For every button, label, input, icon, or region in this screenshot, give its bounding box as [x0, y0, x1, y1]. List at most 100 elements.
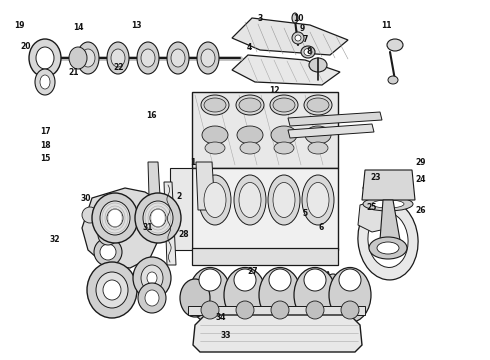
Ellipse shape	[92, 193, 138, 243]
Ellipse shape	[204, 98, 226, 112]
Text: 15: 15	[40, 154, 50, 163]
Ellipse shape	[309, 58, 327, 72]
Polygon shape	[192, 92, 338, 168]
Ellipse shape	[239, 98, 261, 112]
Ellipse shape	[143, 201, 173, 235]
Ellipse shape	[372, 184, 404, 192]
Ellipse shape	[329, 267, 371, 323]
Ellipse shape	[147, 272, 157, 284]
Ellipse shape	[273, 183, 295, 217]
Ellipse shape	[145, 290, 159, 306]
Polygon shape	[196, 162, 215, 210]
Ellipse shape	[377, 242, 399, 254]
Ellipse shape	[81, 49, 95, 67]
Text: 18: 18	[40, 141, 51, 150]
Ellipse shape	[268, 175, 300, 225]
Ellipse shape	[304, 95, 332, 115]
Text: 3: 3	[257, 14, 262, 23]
Circle shape	[100, 244, 116, 260]
Polygon shape	[148, 162, 162, 230]
Ellipse shape	[234, 269, 256, 291]
Ellipse shape	[239, 183, 261, 217]
Ellipse shape	[311, 274, 321, 282]
Ellipse shape	[237, 126, 263, 144]
Ellipse shape	[363, 181, 413, 195]
Ellipse shape	[138, 283, 166, 313]
Ellipse shape	[328, 274, 338, 282]
Polygon shape	[319, 310, 347, 330]
Polygon shape	[170, 168, 192, 250]
Ellipse shape	[141, 265, 163, 291]
Polygon shape	[164, 182, 176, 265]
Text: 8: 8	[306, 47, 312, 56]
Text: 24: 24	[416, 175, 426, 184]
Text: 26: 26	[416, 206, 426, 215]
Ellipse shape	[201, 301, 219, 319]
Ellipse shape	[202, 126, 228, 144]
Ellipse shape	[189, 267, 231, 323]
Text: 17: 17	[40, 127, 51, 136]
Ellipse shape	[236, 95, 264, 115]
Polygon shape	[380, 200, 400, 240]
Ellipse shape	[306, 301, 324, 319]
Ellipse shape	[369, 237, 407, 259]
Ellipse shape	[103, 280, 121, 300]
Ellipse shape	[271, 126, 297, 144]
Ellipse shape	[372, 192, 404, 200]
Text: 27: 27	[247, 267, 258, 276]
Polygon shape	[82, 188, 162, 268]
Text: 23: 23	[370, 173, 380, 182]
Ellipse shape	[269, 269, 291, 291]
Circle shape	[98, 225, 118, 245]
Ellipse shape	[308, 142, 328, 154]
Text: 22: 22	[114, 63, 124, 72]
Ellipse shape	[224, 267, 266, 323]
Text: 29: 29	[416, 158, 426, 167]
Text: 4: 4	[246, 43, 251, 52]
Ellipse shape	[294, 267, 336, 323]
Ellipse shape	[199, 175, 231, 225]
Ellipse shape	[240, 142, 260, 154]
Ellipse shape	[372, 200, 404, 208]
Ellipse shape	[36, 47, 54, 69]
Ellipse shape	[304, 49, 312, 55]
Polygon shape	[249, 310, 277, 330]
Ellipse shape	[273, 98, 295, 112]
Ellipse shape	[236, 301, 254, 319]
Circle shape	[82, 207, 98, 223]
Ellipse shape	[100, 201, 130, 235]
Ellipse shape	[141, 49, 155, 67]
Ellipse shape	[368, 212, 408, 267]
Ellipse shape	[388, 76, 398, 84]
Ellipse shape	[111, 49, 125, 67]
Ellipse shape	[302, 175, 334, 225]
Ellipse shape	[77, 42, 99, 74]
Polygon shape	[284, 310, 312, 330]
Polygon shape	[188, 306, 365, 315]
Text: 10: 10	[293, 14, 303, 23]
Text: 5: 5	[303, 209, 308, 217]
Polygon shape	[192, 168, 338, 250]
Ellipse shape	[339, 269, 361, 291]
Ellipse shape	[387, 39, 403, 51]
Text: 9: 9	[300, 24, 305, 33]
Ellipse shape	[87, 262, 137, 318]
Ellipse shape	[307, 183, 329, 217]
Ellipse shape	[107, 42, 129, 74]
Ellipse shape	[167, 42, 189, 74]
Ellipse shape	[259, 267, 301, 323]
Ellipse shape	[205, 142, 225, 154]
Text: 6: 6	[318, 223, 324, 232]
Polygon shape	[192, 248, 338, 265]
Ellipse shape	[107, 209, 123, 227]
Ellipse shape	[292, 13, 298, 23]
Polygon shape	[362, 170, 415, 200]
Text: 28: 28	[179, 230, 190, 239]
Circle shape	[94, 238, 122, 266]
Polygon shape	[288, 124, 374, 138]
Ellipse shape	[69, 47, 87, 69]
Ellipse shape	[171, 49, 185, 67]
Polygon shape	[232, 55, 340, 85]
Ellipse shape	[274, 142, 294, 154]
Ellipse shape	[135, 193, 181, 243]
